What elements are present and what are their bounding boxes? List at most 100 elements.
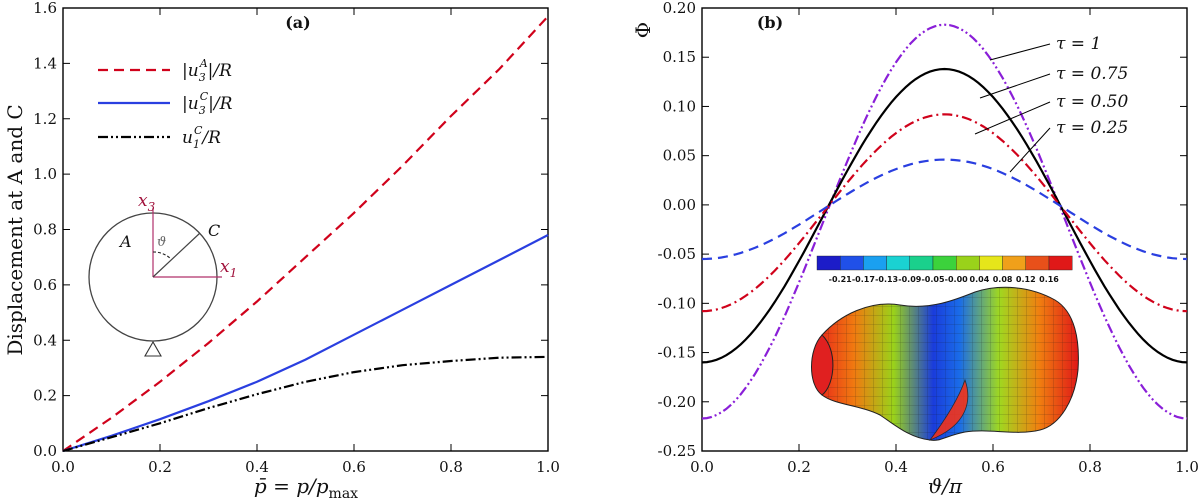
x-label-pbar: p̄ = p/p bbox=[254, 474, 329, 498]
support-triangle-icon bbox=[144, 340, 162, 357]
y-tick-label-a: 1.0 bbox=[33, 165, 57, 183]
x-tick-label-a: 0.8 bbox=[439, 458, 463, 476]
panel-b: 0.0 0.2 0.4 0.6 0.8 1.0 0.20 0.15 0.10 0.05 0.00 -0… bbox=[631, 0, 1199, 498]
ring-diagram: x3 x1 A C ϑ bbox=[88, 191, 237, 357]
x-tick-label-b: 0.6 bbox=[981, 458, 1005, 476]
panel-b-y-axis-label: Φ bbox=[631, 22, 655, 38]
y-tick-label-b: 0.00 bbox=[663, 196, 696, 214]
label-tau-050: τ = 0.50 bbox=[1056, 92, 1128, 112]
panel-a-frame bbox=[62, 7, 549, 452]
panel-b-frame bbox=[701, 7, 1188, 452]
y-tick-label-b: -0.05 bbox=[658, 245, 696, 263]
x-tick-label-a: 0.0 bbox=[51, 458, 75, 476]
colorbar-cell bbox=[1025, 255, 1050, 271]
panel-a: 0.0 0.2 0.4 0.6 0.8 1.0 0.0 0.2 0.4 0.6 0.8 1.0 1.2 1… bbox=[3, 0, 560, 501]
y-tick-label-a: 0.2 bbox=[33, 387, 57, 405]
y-tick-label-a: 0.0 bbox=[33, 442, 57, 460]
legend-label-uA3: |u3A|/R bbox=[182, 57, 232, 84]
label-x1: x1 bbox=[220, 257, 237, 280]
panel-a-tick-labels: 0.0 0.2 0.4 0.6 0.8 1.0 0.0 0.2 0.4 0.6 0.8 1.0 1.2 1… bbox=[33, 0, 560, 476]
y-tick-label-a: 0.8 bbox=[33, 221, 57, 239]
series-line-b-2 bbox=[701, 113, 1188, 313]
x-tick-label-b: 0.8 bbox=[1078, 458, 1102, 476]
label-tau-075: τ = 0.75 bbox=[1056, 64, 1128, 84]
y-tick-label-b: -0.25 bbox=[658, 442, 696, 460]
colorbar-cell bbox=[863, 255, 887, 271]
colorbar-cell bbox=[840, 255, 864, 271]
colorbar-cell bbox=[816, 255, 841, 271]
y-tick-label-b: -0.10 bbox=[658, 294, 696, 312]
colorbar-cell bbox=[956, 255, 980, 271]
panel-b-x-axis-label: ϑ/π bbox=[928, 474, 963, 498]
colorbar-cell bbox=[979, 255, 1003, 271]
colorbar-tick-label: -0.21 bbox=[829, 275, 852, 284]
colorbar-tick-label: -0.05 bbox=[921, 275, 944, 284]
colorbar-tick-label: 0.04 bbox=[970, 275, 990, 284]
shell-end-left bbox=[811, 334, 834, 396]
series-line-b-0 bbox=[701, 23, 1188, 420]
colorbar-tick-label: -0.17 bbox=[852, 275, 875, 284]
panel-a-series bbox=[62, 15, 549, 453]
arrow-tau-025 bbox=[1009, 127, 1051, 173]
legend-label-uC1: u1C/R bbox=[182, 124, 221, 151]
colorbar: -0.21 -0.17 -0.13 -0.09 -0.05 -0.00 0.04 0.08 0.… bbox=[816, 255, 1073, 301]
colorbar-cell bbox=[886, 255, 910, 271]
colorbar-tick-label: 0.12 bbox=[1016, 275, 1036, 284]
x-tick-label-b: 0.4 bbox=[884, 458, 908, 476]
y-tick-label-a: 0.6 bbox=[33, 276, 57, 294]
panel-a-title: (a) bbox=[285, 13, 311, 32]
arrow-tau-075 bbox=[979, 73, 1051, 99]
colorbar-tick-label: -0.09 bbox=[898, 275, 921, 284]
y-tick-label-b: 0.10 bbox=[663, 97, 696, 115]
legend: |u3A|/R |u3C|/R u1C/R bbox=[98, 57, 233, 151]
label-tau-025: τ = 0.25 bbox=[1056, 118, 1128, 138]
x-tick-label-b: 0.2 bbox=[787, 458, 811, 476]
legend-label-uC3: |u3C|/R bbox=[182, 90, 233, 117]
shell-end-right bbox=[928, 378, 969, 441]
panel-a-y-axis-label: Displacement at A and C bbox=[3, 104, 27, 355]
panel-b-series bbox=[701, 23, 1188, 420]
colorbar-cell bbox=[909, 255, 934, 271]
x-label-sub: max bbox=[329, 486, 359, 501]
panel-b-tick-labels: 0.0 0.2 0.4 0.6 0.8 1.0 0.20 0.15 0.10 0.05 0.00 -0… bbox=[658, 0, 1199, 476]
label-point-c: C bbox=[208, 221, 220, 240]
y-tick-label-a: 1.6 bbox=[33, 0, 57, 17]
panel-a-x-axis-label: p̄ = p/pmax bbox=[254, 474, 358, 501]
colorbar-cell bbox=[1048, 255, 1073, 271]
series-line-b-3 bbox=[701, 158, 1188, 261]
series-line-a-2 bbox=[62, 355, 549, 453]
tau-annotations: τ = 1 τ = 0.75 τ = 0.50 τ = 0.25 bbox=[974, 34, 1128, 173]
y-tick-label-b: 0.15 bbox=[663, 48, 696, 66]
label-point-a: A bbox=[118, 232, 132, 251]
y-tick-label-b: -0.20 bbox=[658, 393, 696, 411]
y-tick-label-a: 1.2 bbox=[33, 110, 57, 128]
panel-a-ticks bbox=[62, 7, 549, 452]
label-angle: ϑ bbox=[157, 235, 166, 250]
y-tick-label-a: 0.4 bbox=[33, 331, 57, 349]
x-tick-label-a: 0.6 bbox=[342, 458, 366, 476]
deformed-shell-image bbox=[811, 286, 1079, 441]
colorbar-tick-label: -0.13 bbox=[875, 275, 898, 284]
label-tau-1: τ = 1 bbox=[1056, 34, 1101, 54]
colorbar-cell bbox=[1002, 255, 1026, 271]
arrow-tau-050 bbox=[974, 101, 1051, 135]
label-x3: x3 bbox=[138, 191, 156, 214]
x-tick-label-a: 0.4 bbox=[245, 458, 269, 476]
colorbar-cells bbox=[816, 255, 1073, 271]
colorbar-tick-label: 0.08 bbox=[993, 275, 1013, 284]
series-line-a-0 bbox=[62, 15, 549, 452]
x-tick-label-a: 1.0 bbox=[536, 458, 560, 476]
y-tick-label-b: 0.20 bbox=[663, 0, 696, 17]
angle-arc bbox=[152, 251, 172, 260]
panel-b-ticks bbox=[701, 7, 1188, 452]
colorbar-tick-label: 0.16 bbox=[1039, 275, 1059, 284]
x-tick-label-b: 0.0 bbox=[690, 458, 714, 476]
radius-c bbox=[152, 232, 201, 278]
y-tick-label-b: -0.15 bbox=[658, 344, 696, 362]
shell-mesh bbox=[814, 287, 1079, 441]
series-line-a-1 bbox=[62, 234, 549, 453]
colorbar-tick-label: -0.00 bbox=[945, 275, 968, 284]
y-tick-label-b: 0.05 bbox=[663, 147, 696, 165]
series-line-b-1 bbox=[701, 67, 1188, 364]
